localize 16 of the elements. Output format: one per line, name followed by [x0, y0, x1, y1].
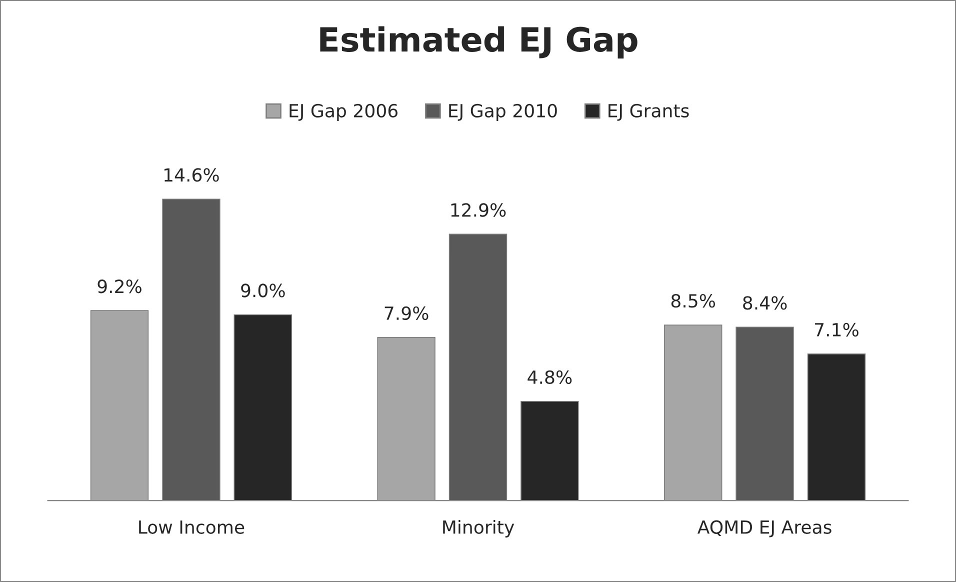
data-label: 14.6% — [164, 168, 219, 182]
data-label: 9.0% — [241, 284, 285, 298]
x-tick-label: AQMD EJ Areas — [697, 520, 832, 538]
data-label: 7.9% — [384, 306, 428, 320]
legend-label: EJ Gap 2010 — [449, 104, 557, 122]
data-label: 12.9% — [451, 203, 506, 217]
x-tick-label: Minority — [443, 520, 514, 538]
x-tick-label: Low Income — [139, 520, 244, 534]
data-label: 4.8% — [528, 370, 572, 384]
data-label: 9.2% — [98, 280, 142, 294]
data-label: 7.1% — [815, 322, 858, 337]
data-label: 8.4% — [743, 296, 787, 310]
chart-title: Estimated EJ Gap — [320, 26, 638, 58]
legend-label: EJ Gap 2006 — [290, 104, 398, 122]
legend-label: EJ Grants — [608, 104, 689, 121]
data-label: 8.5% — [671, 294, 716, 308]
